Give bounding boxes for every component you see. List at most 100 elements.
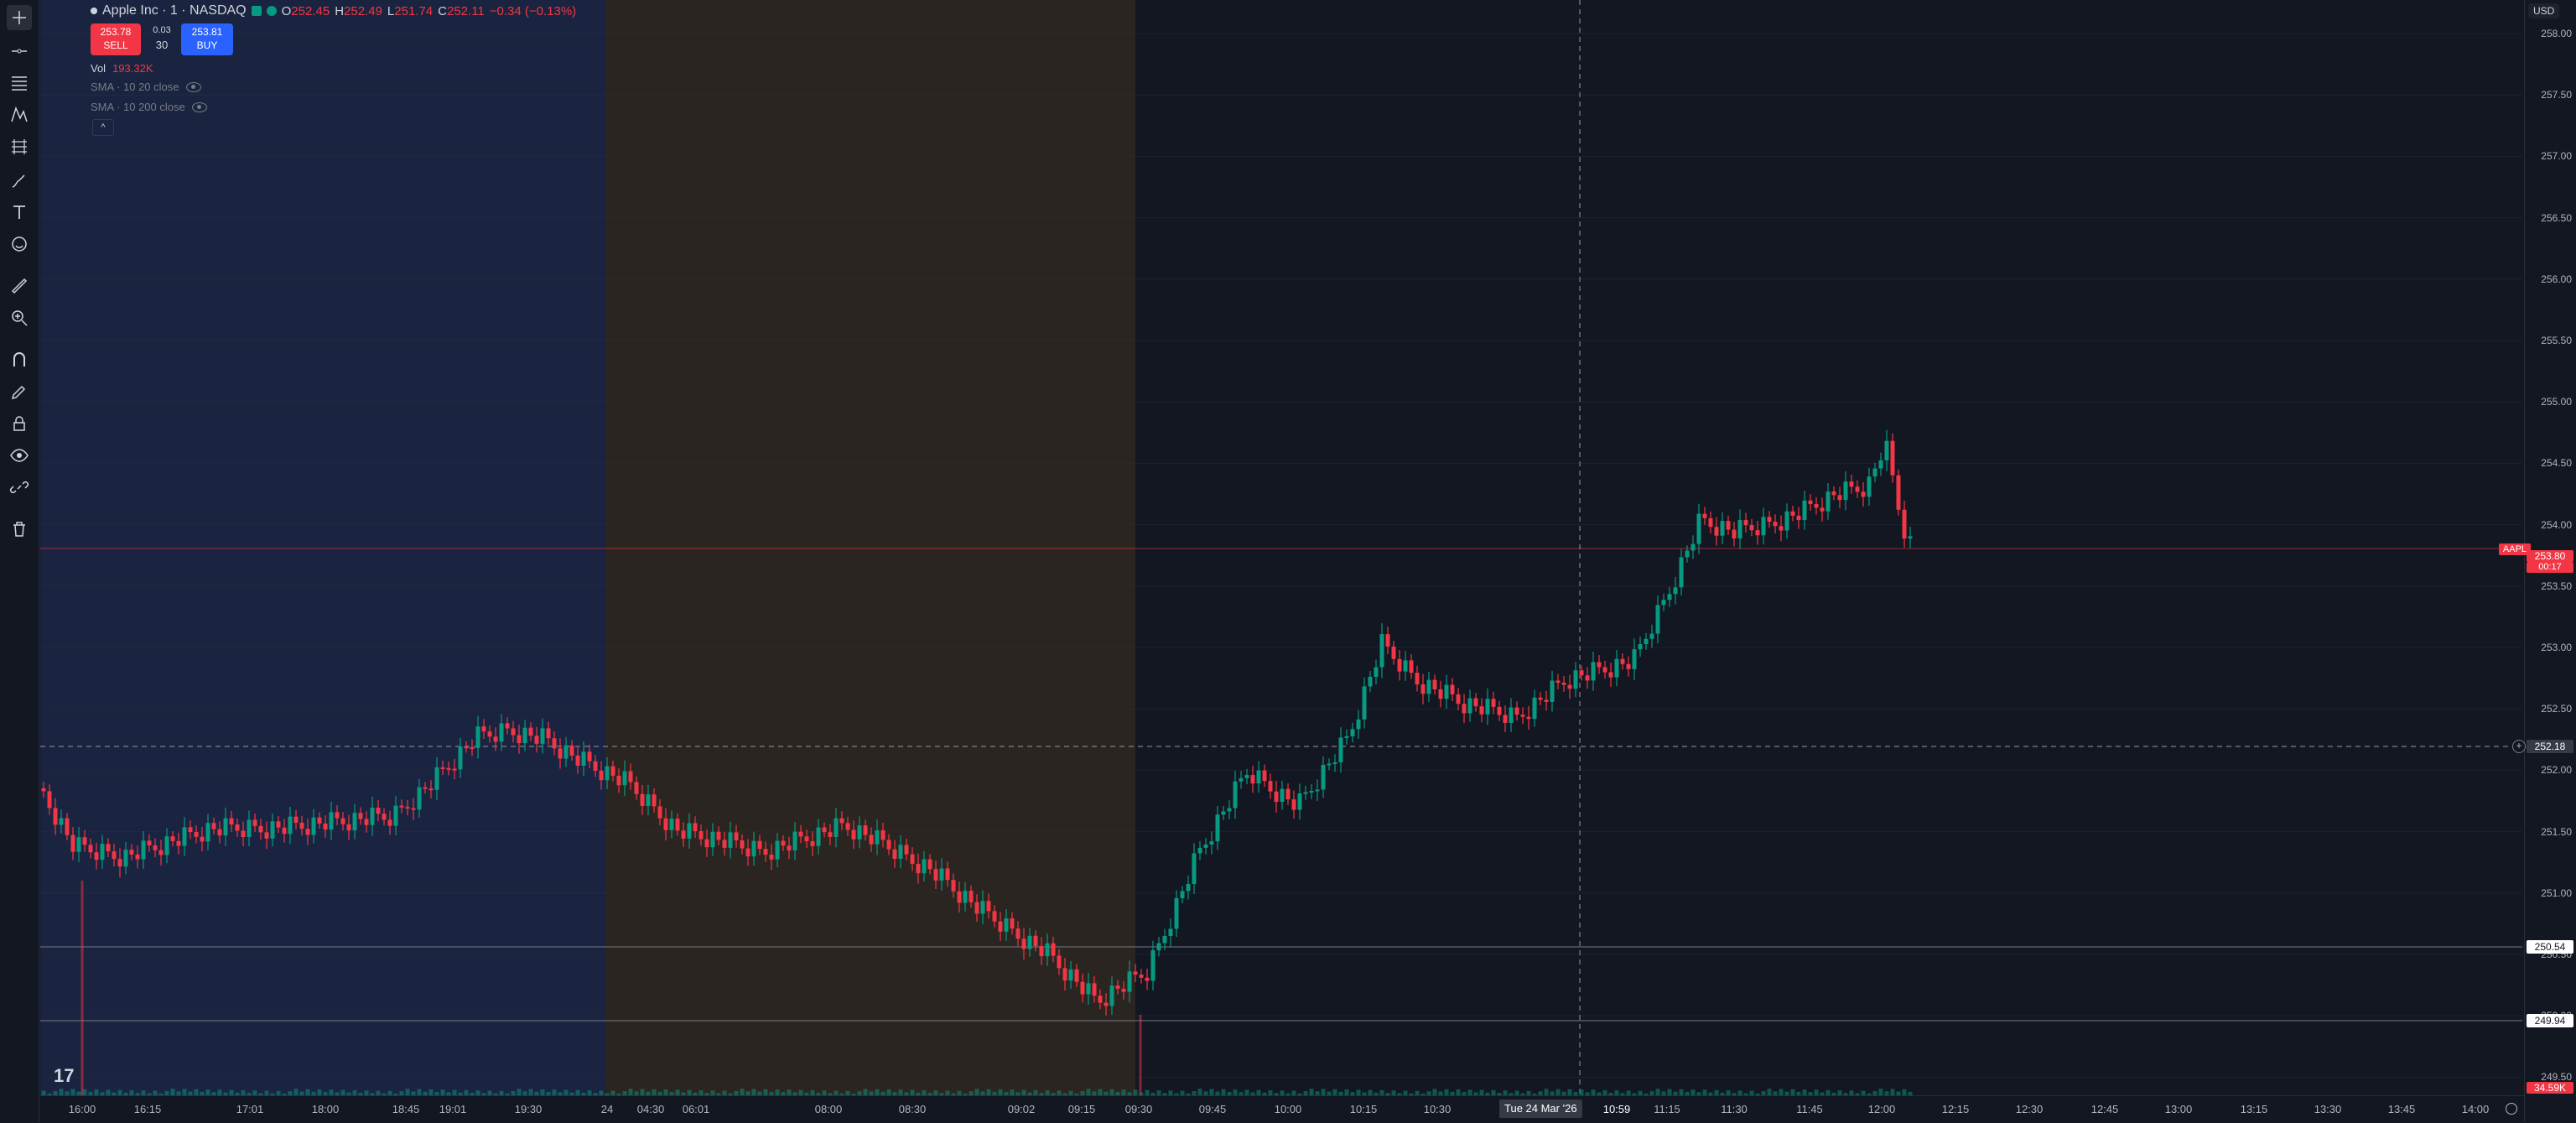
volume-bar — [675, 1089, 680, 1095]
tradingview-logo[interactable]: 17 — [54, 1065, 75, 1086]
volume-bar — [1004, 1092, 1009, 1095]
candle-body — [1802, 500, 1807, 521]
volume-bar — [182, 1089, 187, 1095]
currency-selector[interactable]: USD — [2528, 3, 2560, 18]
quantity-value[interactable]: 30 — [155, 39, 169, 51]
candle-body — [1638, 643, 1643, 650]
volume-bar — [1890, 1089, 1895, 1095]
time-tick-label: 09:45 — [1198, 1103, 1227, 1115]
fib-icon[interactable] — [7, 70, 32, 96]
candle-body — [646, 794, 651, 806]
volume-bar — [481, 1093, 486, 1095]
chart-pane[interactable]: Apple Inc · 1 · NASDAQ O 252.45 H 252.49 L… — [40, 0, 2522, 1095]
volume-bar — [446, 1092, 451, 1095]
candle-body — [223, 818, 228, 836]
collapse-legend-button[interactable]: ^ — [92, 119, 114, 136]
trend-line-icon[interactable] — [7, 39, 32, 64]
low-value: 251.74 — [394, 3, 434, 18]
price-axis[interactable]: USD 258.00 257.50 257.00 256.50 256.00 255.50… — [2524, 0, 2576, 1122]
candlestick-chart[interactable] — [40, 0, 2522, 1095]
volume-bar — [1491, 1089, 1496, 1095]
time-axis[interactable]: 16:00 16:15 17:01 18:00 18:45 19:01 19:30 24 04:… — [40, 1095, 2524, 1123]
volume-bar — [880, 1091, 886, 1095]
candle-body — [1878, 460, 1883, 469]
volume-bar — [534, 1091, 539, 1095]
volume-bar — [59, 1089, 64, 1095]
link-icon[interactable] — [7, 475, 32, 500]
eye-hidden-icon[interactable] — [185, 81, 201, 92]
eye-icon[interactable] — [7, 443, 32, 468]
indicator-sma-200[interactable]: SMA · 10 200 close — [91, 101, 207, 113]
ruler-icon[interactable] — [7, 273, 32, 299]
indicator-sma-20[interactable]: SMA · 10 20 close — [91, 81, 201, 93]
candle-body — [1890, 440, 1895, 476]
candle-body — [1121, 988, 1126, 992]
text-icon[interactable] — [7, 200, 32, 225]
time-tick-label: 12:45 — [2090, 1103, 2119, 1115]
time-tick-label: 18:45 — [392, 1103, 420, 1115]
candle-body — [270, 821, 275, 839]
volume-bar — [1579, 1089, 1584, 1095]
volume-bar — [1485, 1092, 1490, 1095]
volume-bar — [828, 1093, 833, 1095]
volume-bar — [687, 1089, 692, 1095]
candle-body — [1250, 775, 1255, 784]
volume-bar — [1467, 1089, 1472, 1095]
price-tick-label: 257.50 — [2541, 89, 2572, 101]
candle-body — [1297, 793, 1302, 810]
projection-icon[interactable] — [7, 134, 32, 159]
change-value: −0.34 (−0.13%) — [489, 3, 577, 18]
candle-body — [1268, 781, 1273, 792]
symbol-title[interactable]: Apple Inc · 1 · NASDAQ — [102, 3, 247, 18]
volume-bar — [927, 1093, 932, 1095]
volume-bar — [1620, 1093, 1625, 1095]
volume-bar — [1597, 1092, 1602, 1095]
volume-bar — [387, 1090, 392, 1095]
volume-bar — [1855, 1093, 1860, 1095]
time-tick-label: 12:30 — [2015, 1103, 2044, 1115]
magnet-icon[interactable] — [7, 347, 32, 372]
candle-body — [1538, 697, 1543, 700]
price-tick-label: 258.00 — [2541, 28, 2572, 39]
volume-bar — [305, 1089, 310, 1095]
data-status-icon[interactable] — [266, 6, 277, 16]
buy-button[interactable]: 253.81 BUY — [181, 23, 233, 55]
volume-bar — [217, 1089, 222, 1095]
volume-bar — [1673, 1091, 1678, 1095]
volume-bar — [1239, 1092, 1244, 1095]
zoom-icon[interactable] — [7, 305, 32, 330]
volume-bar — [1145, 1089, 1150, 1095]
volume-bar — [657, 1091, 662, 1095]
volume-bar — [1186, 1093, 1191, 1095]
candle-body — [376, 808, 381, 814]
candle-body — [417, 787, 422, 810]
stay-drawing-icon[interactable] — [7, 379, 32, 404]
cursor-icon[interactable] — [7, 5, 32, 30]
candle-body — [340, 818, 345, 824]
volume-bar — [1244, 1089, 1249, 1095]
sell-button[interactable]: 253.78 SELL — [91, 23, 141, 55]
lock-icon[interactable] — [7, 411, 32, 436]
candle-body — [1344, 736, 1349, 738]
symbol-legend[interactable]: Apple Inc · 1 · NASDAQ O 252.45 H 252.49 L… — [91, 3, 576, 18]
flag-icon[interactable] — [251, 6, 262, 16]
volume-bar — [798, 1089, 803, 1095]
volume-bar — [1503, 1090, 1508, 1095]
eye-hidden-icon[interactable] — [191, 101, 207, 112]
pattern-icon[interactable] — [7, 102, 32, 127]
volume-bar — [640, 1089, 645, 1095]
candle-body — [775, 840, 780, 860]
candle-body — [558, 748, 563, 759]
volume-bar — [1655, 1089, 1660, 1095]
volume-bar — [1391, 1090, 1396, 1095]
emoji-icon[interactable] — [7, 231, 32, 257]
volume-bar — [1221, 1089, 1226, 1095]
trash-icon[interactable] — [7, 517, 32, 542]
brush-icon[interactable] — [7, 168, 32, 193]
volume-bar — [792, 1092, 797, 1095]
indicator-volume[interactable]: Vol 193.32K — [91, 62, 153, 75]
time-tick-label: 11:15 — [1654, 1103, 1680, 1115]
volume-bar — [974, 1089, 979, 1095]
settings-icon[interactable] — [2506, 1103, 2517, 1115]
add-alert-icon[interactable]: + — [2512, 740, 2526, 753]
